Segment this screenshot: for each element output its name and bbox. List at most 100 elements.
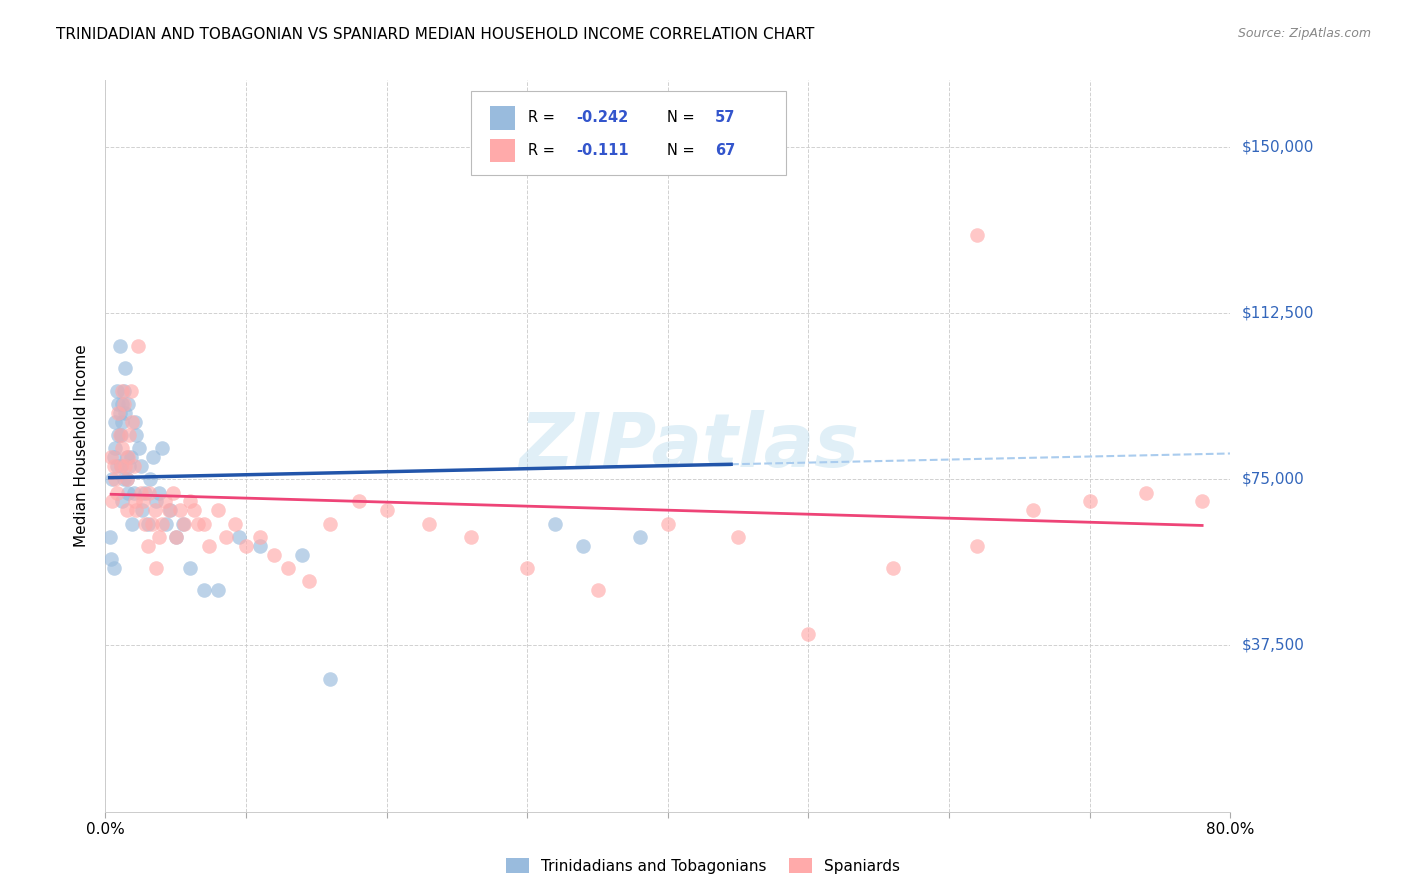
Point xyxy=(107,406,129,420)
Point xyxy=(103,561,125,575)
Point xyxy=(110,458,132,473)
Point xyxy=(100,450,122,464)
Text: ZIPatlas: ZIPatlas xyxy=(520,409,860,483)
Point xyxy=(112,472,135,486)
Point xyxy=(516,561,538,575)
Point xyxy=(298,574,321,589)
Point xyxy=(1078,494,1101,508)
Point xyxy=(100,552,122,566)
Point xyxy=(108,339,131,353)
Y-axis label: Median Household Income: Median Household Income xyxy=(75,344,90,548)
FancyBboxPatch shape xyxy=(491,138,515,162)
Point xyxy=(291,548,314,562)
Point xyxy=(155,516,177,531)
Point xyxy=(112,384,135,398)
Point xyxy=(98,530,121,544)
Point xyxy=(165,530,187,544)
Text: -0.111: -0.111 xyxy=(576,143,630,158)
Point xyxy=(193,583,215,598)
Point xyxy=(249,530,271,544)
Point xyxy=(122,458,145,473)
Point xyxy=(207,503,229,517)
Point xyxy=(105,485,128,500)
Point xyxy=(141,516,163,531)
Point xyxy=(375,503,398,517)
Point xyxy=(882,561,904,575)
Text: R =: R = xyxy=(529,111,560,126)
Point xyxy=(418,516,440,531)
Point xyxy=(228,530,250,544)
Point xyxy=(727,530,749,544)
Point xyxy=(110,428,132,442)
Text: TRINIDADIAN AND TOBAGONIAN VS SPANIARD MEDIAN HOUSEHOLD INCOME CORRELATION CHART: TRINIDADIAN AND TOBAGONIAN VS SPANIARD M… xyxy=(56,27,814,42)
Text: $75,000: $75,000 xyxy=(1241,472,1305,487)
Point xyxy=(134,485,156,500)
Point xyxy=(179,494,201,508)
Point xyxy=(129,458,152,473)
Point xyxy=(657,516,679,531)
Text: -0.242: -0.242 xyxy=(576,111,628,126)
Point xyxy=(115,503,138,517)
Point xyxy=(107,428,129,442)
Point xyxy=(150,441,173,455)
Point xyxy=(122,485,145,500)
Point xyxy=(114,361,136,376)
Text: R =: R = xyxy=(529,143,560,158)
Point xyxy=(136,539,159,553)
Point xyxy=(173,516,195,531)
Point xyxy=(193,516,215,531)
Point xyxy=(108,428,131,442)
Point xyxy=(148,530,170,544)
Point xyxy=(153,494,176,508)
Point xyxy=(117,485,139,500)
Point xyxy=(111,384,134,398)
Point xyxy=(319,516,342,531)
Point xyxy=(249,539,271,553)
Point xyxy=(143,503,166,517)
Point xyxy=(104,415,127,429)
Text: 57: 57 xyxy=(716,111,735,126)
Point xyxy=(101,472,124,486)
Point xyxy=(172,516,194,531)
Point xyxy=(118,428,141,442)
Point xyxy=(125,503,148,517)
Point xyxy=(128,441,150,455)
Point xyxy=(159,503,181,517)
Point xyxy=(117,450,139,464)
Point xyxy=(115,450,138,464)
FancyBboxPatch shape xyxy=(471,91,786,176)
Text: $150,000: $150,000 xyxy=(1241,139,1313,154)
Point xyxy=(1022,503,1045,517)
Point xyxy=(115,472,138,486)
Point xyxy=(347,494,370,508)
Point xyxy=(105,458,128,473)
Point xyxy=(1191,494,1213,508)
Point xyxy=(117,397,139,411)
Text: 67: 67 xyxy=(716,143,735,158)
Point xyxy=(108,406,131,420)
Point xyxy=(235,539,257,553)
Point xyxy=(150,516,173,531)
Point xyxy=(125,428,148,442)
FancyBboxPatch shape xyxy=(491,106,515,129)
Text: $112,500: $112,500 xyxy=(1241,306,1313,320)
Point xyxy=(115,472,138,486)
Point xyxy=(183,503,205,517)
Point xyxy=(121,516,143,531)
Point xyxy=(131,503,153,517)
Point xyxy=(104,441,127,455)
Point xyxy=(121,415,143,429)
Point xyxy=(138,485,160,500)
Point xyxy=(112,397,135,411)
Point xyxy=(162,485,184,500)
Point xyxy=(114,406,136,420)
Point xyxy=(111,415,134,429)
Point xyxy=(966,539,988,553)
Point xyxy=(319,672,342,686)
Point xyxy=(179,561,201,575)
Text: N =: N = xyxy=(666,111,699,126)
Point xyxy=(277,561,299,575)
Point xyxy=(104,472,127,486)
Point xyxy=(215,530,238,544)
Point xyxy=(127,339,149,353)
